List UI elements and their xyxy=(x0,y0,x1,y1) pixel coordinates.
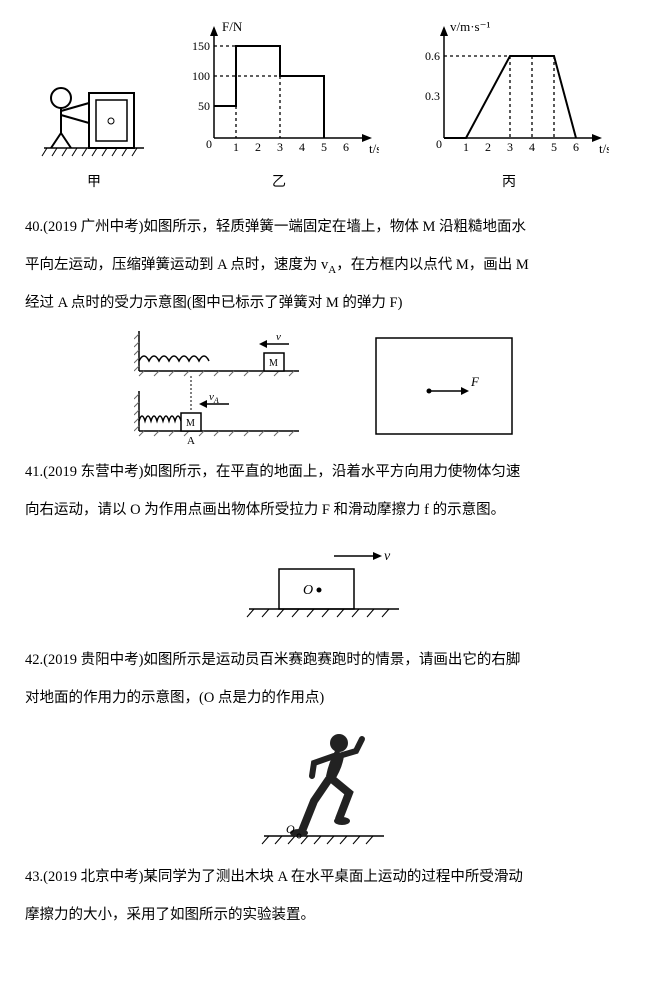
x-axis-label-b: t/s xyxy=(599,141,609,156)
svg-text:A: A xyxy=(187,435,195,446)
q40-line2: 平向左运动，压缩弹簧运动到 A 点时，速度为 vA，在方框内以点代 M，画出 M xyxy=(25,247,623,285)
figure-yi: F/N t/s 0 50 100 150 1 2 3 4 5 6 xyxy=(179,18,379,201)
svg-text:1: 1 xyxy=(463,140,469,154)
svg-text:M: M xyxy=(186,418,195,429)
label-yi: 乙 xyxy=(179,165,379,201)
svg-text:3: 3 xyxy=(277,140,283,154)
svg-text:2: 2 xyxy=(255,140,261,154)
push-box-svg xyxy=(39,53,149,163)
svg-text:2: 2 xyxy=(485,140,491,154)
svg-text:O: O xyxy=(286,822,295,836)
svg-text:6: 6 xyxy=(573,140,579,154)
spring-svg: M v M vA A xyxy=(134,326,314,446)
svg-text:0.3: 0.3 xyxy=(425,89,440,103)
q41-line1: 41.(2019 东营中考)如图所示，在平直的地面上，沿着水平方向用力使物体匀速 xyxy=(25,454,623,492)
svg-text:4: 4 xyxy=(529,140,535,154)
figure-jia: 甲 xyxy=(39,53,149,201)
velocity-chart-svg: v/m·s⁻¹ t/s 0 0.3 0.6 1 2 3 4 5 6 xyxy=(409,18,609,163)
label-bing: 丙 xyxy=(409,165,609,201)
y-axis-label: F/N xyxy=(222,19,243,34)
x-axis-label: t/s xyxy=(369,141,379,156)
top-figures-row: 甲 F/N t/s 0 50 100 150 1 xyxy=(25,18,623,201)
svg-text:vA: vA xyxy=(209,391,219,405)
answer-box-svg: F xyxy=(374,336,514,436)
q40-figure: M v M vA A F xyxy=(25,326,623,446)
svg-text:0: 0 xyxy=(436,137,442,151)
block-on-surface-svg: O v xyxy=(239,534,409,634)
q43-line1: 43.(2019 北京中考)某同学为了测出木块 A 在水平桌面上运动的过程中所受… xyxy=(25,859,623,897)
figure-bing: v/m·s⁻¹ t/s 0 0.3 0.6 1 2 3 4 5 6 xyxy=(409,18,609,201)
svg-text:v: v xyxy=(276,331,281,343)
svg-text:3: 3 xyxy=(507,140,513,154)
q41-line2: 向右运动，请以 O 为作用点画出物体所受拉力 F 和滑动摩擦力 f 的示意图。 xyxy=(25,492,623,530)
svg-text:6: 6 xyxy=(343,140,349,154)
svg-text:M: M xyxy=(269,358,278,369)
runner-svg: O xyxy=(254,721,394,851)
svg-text:150: 150 xyxy=(192,39,210,53)
q40-line3: 经过 A 点时的受力示意图(图中已标示了弹簧对 M 的弹力 F) xyxy=(25,285,623,323)
svg-text:O: O xyxy=(303,583,313,598)
q42-line1: 42.(2019 贵阳中考)如图所示是运动员百米赛跑赛跑时的情景，请画出它的右脚 xyxy=(25,642,623,680)
svg-text:F: F xyxy=(470,374,480,389)
q41-figure: O v xyxy=(25,534,623,634)
svg-text:v: v xyxy=(384,549,391,564)
svg-text:5: 5 xyxy=(551,140,557,154)
y-axis-label-b: v/m·s⁻¹ xyxy=(450,19,490,34)
label-jia: 甲 xyxy=(39,165,149,201)
force-chart-svg: F/N t/s 0 50 100 150 1 2 3 4 5 6 xyxy=(179,18,379,163)
svg-text:0.6: 0.6 xyxy=(425,49,440,63)
svg-text:100: 100 xyxy=(192,69,210,83)
svg-text:5: 5 xyxy=(321,140,327,154)
svg-text:0: 0 xyxy=(206,137,212,151)
svg-text:50: 50 xyxy=(198,99,210,113)
q43-line2: 摩擦力的大小，采用了如图所示的实验装置。 xyxy=(25,897,623,935)
q42-line2: 对地面的作用力的示意图，(O 点是力的作用点) xyxy=(25,680,623,718)
svg-text:1: 1 xyxy=(233,140,239,154)
svg-text:4: 4 xyxy=(299,140,305,154)
q40-line1: 40.(2019 广州中考)如图所示，轻质弹簧一端固定在墙上，物体 M 沿粗糙地… xyxy=(25,209,623,247)
q42-figure: O xyxy=(25,721,623,851)
